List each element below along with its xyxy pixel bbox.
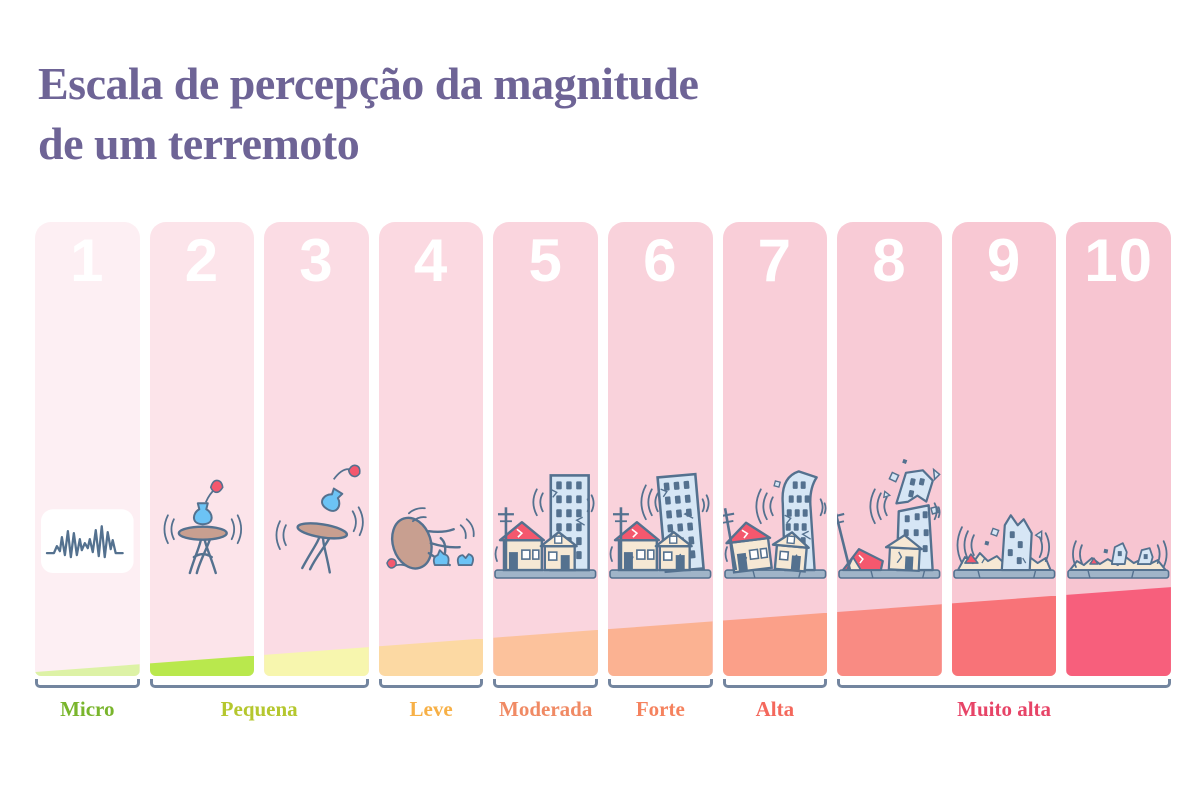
magnitude-number: 2 bbox=[184, 227, 220, 294]
shaking-buildings-icon bbox=[493, 449, 598, 581]
magnitude-column-4: 4 bbox=[378, 222, 484, 676]
group-label: Muito alta bbox=[957, 697, 1052, 721]
group-bracket bbox=[378, 679, 484, 688]
magnitude-column-5: 5 bbox=[493, 222, 598, 676]
magnitude-number: 3 bbox=[299, 227, 334, 294]
magnitude-number: 8 bbox=[872, 227, 907, 294]
magnitude-number: 5 bbox=[528, 227, 563, 294]
destroyed-city-rubble-icon bbox=[1066, 449, 1171, 581]
group-label: Moderada bbox=[499, 697, 593, 721]
group-label: Forte bbox=[635, 697, 685, 721]
magnitude-column-10: 10 bbox=[1066, 222, 1171, 676]
group-label: Micro bbox=[60, 697, 115, 721]
severity-wedge bbox=[35, 664, 140, 676]
magnitude-column-7: 7 bbox=[722, 222, 828, 676]
magnitude-number: 7 bbox=[757, 227, 793, 294]
group-bracket bbox=[608, 679, 713, 688]
group-label: Alta bbox=[755, 697, 795, 721]
magnitude-columns: 1 2 3 4 5 6 7 8 9 10 bbox=[35, 222, 1171, 676]
collapsed-buildings-rubble-icon bbox=[952, 449, 1057, 581]
magnitude-column-2: 2 bbox=[149, 222, 255, 676]
severity-wedge bbox=[264, 647, 369, 676]
page-title: Escala de percepção da magnitude de um t… bbox=[38, 54, 699, 174]
title-line-2: de um terremoto bbox=[38, 117, 360, 169]
group-bracket bbox=[837, 679, 1171, 688]
magnitude-column-1: 1 bbox=[35, 222, 140, 676]
severity-wedge bbox=[149, 655, 255, 676]
magnitude-column-6: 6 bbox=[607, 222, 713, 676]
falling-vase-table-icon bbox=[264, 449, 369, 581]
magnitude-number: 1 bbox=[70, 227, 105, 294]
severity-wedge bbox=[607, 621, 713, 676]
severity-wedge bbox=[837, 604, 942, 676]
magnitude-number: 4 bbox=[413, 227, 449, 294]
swaying-damaged-buildings-icon bbox=[722, 449, 828, 581]
magnitude-column-3: 3 bbox=[264, 222, 369, 676]
magnitude-number: 6 bbox=[643, 227, 678, 294]
group-label: Leve bbox=[409, 697, 453, 721]
group-bracket bbox=[35, 679, 140, 688]
shaking-table-vase-icon bbox=[150, 449, 255, 581]
severity-wedge bbox=[1066, 587, 1171, 676]
seismograph-icon bbox=[35, 449, 140, 581]
cracking-buildings-icon bbox=[608, 449, 713, 581]
title-line-1: Escala de percepção da magnitude bbox=[38, 58, 699, 109]
magnitude-number: 9 bbox=[986, 227, 1022, 294]
magnitude-number: 10 bbox=[1084, 227, 1154, 294]
severity-wedge bbox=[493, 629, 598, 676]
magnitude-column-9: 9 bbox=[951, 222, 1057, 676]
fallen-table-broken-vase-icon bbox=[379, 449, 484, 581]
collapsing-buildings-icon bbox=[837, 449, 942, 581]
group-bracket bbox=[149, 679, 369, 688]
severity-wedge bbox=[951, 595, 1057, 676]
group-bracket bbox=[722, 679, 828, 688]
severity-wedge bbox=[722, 612, 828, 676]
group-bracket bbox=[493, 679, 598, 688]
magnitude-column-8: 8 bbox=[837, 222, 942, 676]
group-label: Pequena bbox=[220, 697, 298, 721]
severity-wedge bbox=[378, 638, 484, 676]
